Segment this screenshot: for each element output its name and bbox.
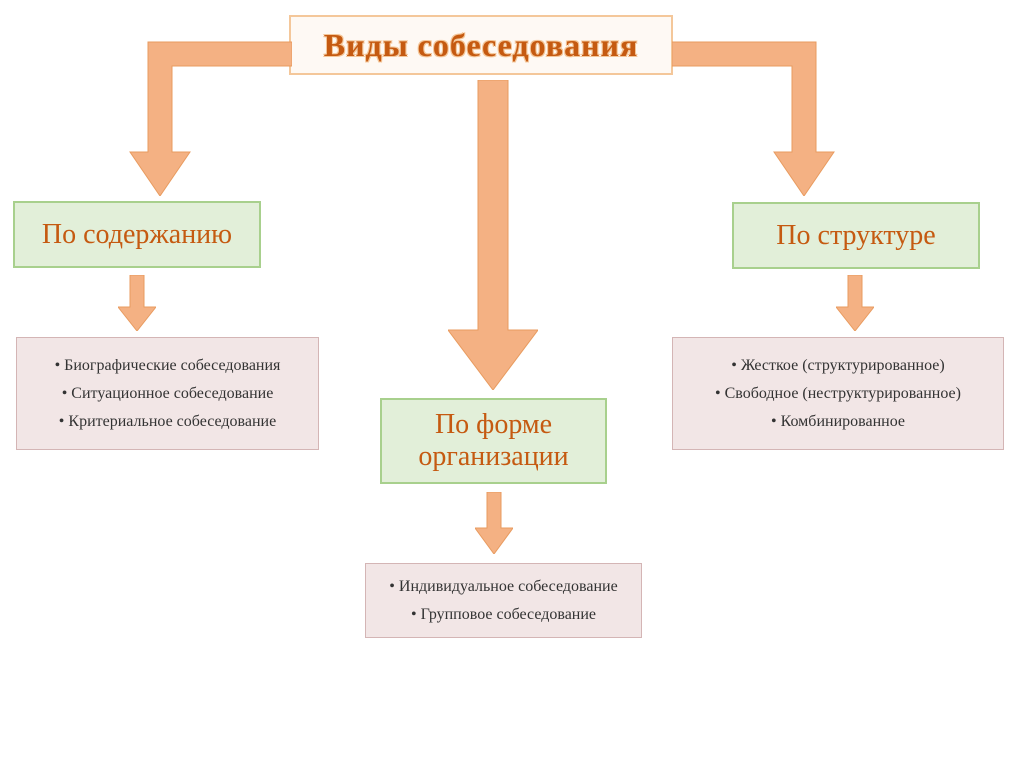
arrow-elbow-left bbox=[100, 24, 292, 196]
arrow-right-small bbox=[836, 275, 874, 331]
items-box-form: • Индивидуальное собеседование • Группов… bbox=[365, 563, 642, 638]
items-box-content: • Биографические собеседования • Ситуаци… bbox=[16, 337, 319, 450]
list-item: • Ситуационное собеседование bbox=[62, 385, 274, 403]
title-text: Виды собеседования bbox=[324, 27, 639, 64]
arrow-elbow-right bbox=[672, 24, 864, 196]
list-item: • Жесткое (структурированное) bbox=[731, 357, 944, 375]
list-item: • Индивидуальное собеседование bbox=[389, 578, 617, 596]
category-label: По форме организации bbox=[394, 409, 593, 473]
category-label: По содержанию bbox=[42, 219, 232, 251]
title-box: Виды собеседования bbox=[289, 15, 673, 75]
category-label: По структуре bbox=[776, 220, 935, 252]
list-item: • Свободное (неструктурированное) bbox=[715, 385, 961, 403]
list-item: • Критериальное собеседование bbox=[59, 413, 276, 431]
arrow-middle-small bbox=[475, 492, 513, 554]
list-item: • Комбинированное bbox=[771, 413, 905, 431]
category-box-form: По форме организации bbox=[380, 398, 607, 484]
items-box-structure: • Жесткое (структурированное) • Свободно… bbox=[672, 337, 1004, 450]
arrow-title-to-middle bbox=[448, 80, 538, 390]
list-item: • Групповое собеседование bbox=[411, 606, 596, 624]
list-item: • Биографические собеседования bbox=[55, 357, 281, 375]
category-box-structure: По структуре bbox=[732, 202, 980, 269]
category-box-content: По содержанию bbox=[13, 201, 261, 268]
arrow-left-small bbox=[118, 275, 156, 331]
